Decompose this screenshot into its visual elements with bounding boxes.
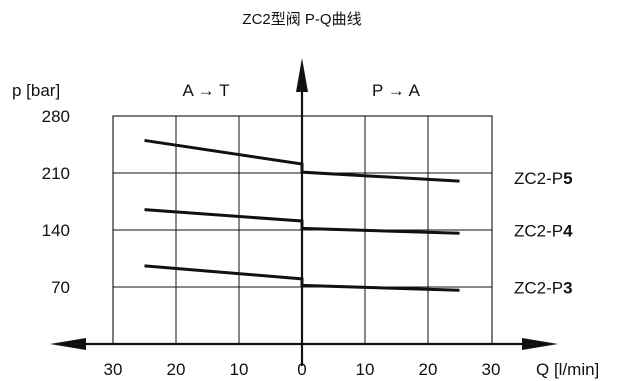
y-tick-label: 140 (42, 221, 70, 240)
series-line-5 (144, 138, 460, 183)
x-tick-label: 20 (419, 360, 438, 379)
y-tick-label: 280 (42, 107, 70, 126)
y-tick-labels: 70 140 210 280 (42, 107, 70, 297)
y-tick-label: 210 (42, 164, 70, 183)
axes (50, 58, 558, 366)
region-label-a-to-t: A → T (183, 81, 230, 100)
x-tick-labels: 30 20 10 0 10 20 30 (104, 360, 501, 379)
series-label: ZC2-P4 (514, 221, 573, 240)
series-4 (144, 208, 460, 235)
series-labels: ZC2-P5 ZC2-P4 ZC2-P3 (514, 169, 573, 297)
x-tick-label: 10 (356, 360, 375, 379)
x-axis-arrow-right (522, 338, 558, 350)
y-axis-label: p [bar] (12, 81, 60, 100)
series-line-3 (144, 264, 460, 292)
x-tick-label: 10 (230, 360, 249, 379)
x-tick-label: 0 (297, 360, 306, 379)
x-tick-label: 30 (482, 360, 501, 379)
region-label-p-to-a: P → A (372, 81, 421, 100)
x-axis-label: Q [l/min] (536, 360, 599, 379)
series-line-4 (144, 208, 460, 235)
x-axis-arrow-left (50, 338, 86, 350)
series-5 (144, 138, 460, 183)
y-tick-label: 70 (51, 278, 70, 297)
x-tick-label: 30 (104, 360, 123, 379)
y-axis-arrow (296, 58, 308, 92)
series-label: ZC2-P3 (514, 278, 573, 297)
series-3 (144, 264, 460, 292)
series-label: ZC2-P5 (514, 169, 573, 188)
x-tick-label: 20 (167, 360, 186, 379)
chart-title: ZC2型阀 P-Q曲线 (242, 11, 361, 28)
series-lines (144, 138, 460, 292)
